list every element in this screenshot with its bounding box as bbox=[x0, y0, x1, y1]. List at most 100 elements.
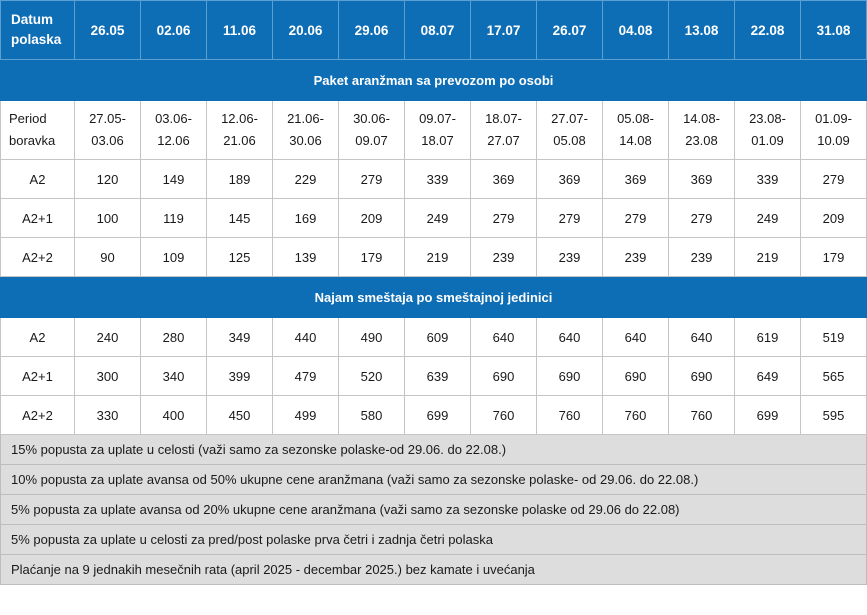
price-table: Datum polaska 26.05 02.06 11.06 20.06 29… bbox=[0, 0, 867, 585]
price-cell: 279 bbox=[470, 198, 537, 238]
note-text: 5% popusta za uplate u celosti za pred/p… bbox=[0, 524, 867, 555]
period-cell: 18.07- 27.07 bbox=[470, 100, 537, 160]
price-cell: 119 bbox=[140, 198, 207, 238]
section-title: Paket aranžman sa prevozom po osobi bbox=[0, 59, 867, 101]
price-cell: 239 bbox=[536, 237, 603, 277]
price-cell: 125 bbox=[206, 237, 273, 277]
period-row: Period boravka 27.05- 03.06 03.06- 12.06 1… bbox=[0, 100, 867, 160]
price-cell: 169 bbox=[272, 198, 339, 238]
price-cell: 479 bbox=[272, 356, 339, 396]
price-cell: 330 bbox=[74, 395, 141, 435]
date-cell: 08.07 bbox=[404, 0, 471, 60]
note-row: 10% popusta za uplate avansa od 50% ukup… bbox=[0, 464, 867, 495]
price-cell: 100 bbox=[74, 198, 141, 238]
price-cell: 690 bbox=[668, 356, 735, 396]
date-cell: 17.07 bbox=[470, 0, 537, 60]
price-cell: 450 bbox=[206, 395, 273, 435]
price-cell: 690 bbox=[536, 356, 603, 396]
period-cell: 21.06- 30.06 bbox=[272, 100, 339, 160]
price-cell: 189 bbox=[206, 159, 273, 199]
price-cell: 649 bbox=[734, 356, 801, 396]
price-cell: 640 bbox=[668, 317, 735, 357]
date-cell: 31.08 bbox=[800, 0, 867, 60]
note-text: 5% popusta za uplate avansa od 20% ukupn… bbox=[0, 494, 867, 525]
date-cell: 20.06 bbox=[272, 0, 339, 60]
section-accommodation-header: Najam smeštaja po smeštajnoj jedinici bbox=[0, 276, 867, 318]
price-cell: 179 bbox=[800, 237, 867, 277]
price-cell: 595 bbox=[800, 395, 867, 435]
price-cell: 490 bbox=[338, 317, 405, 357]
price-cell: 209 bbox=[338, 198, 405, 238]
table-row: A2+1 300 340 399 479 520 639 690 690 690 690 649 565 bbox=[0, 356, 867, 396]
note-row: 5% popusta za uplate avansa od 20% ukupn… bbox=[0, 494, 867, 525]
header-row: Datum polaska 26.05 02.06 11.06 20.06 29… bbox=[0, 0, 867, 60]
price-cell: 279 bbox=[602, 198, 669, 238]
price-cell: 565 bbox=[800, 356, 867, 396]
price-cell: 239 bbox=[470, 237, 537, 277]
section-title: Najam smeštaja po smeštajnoj jedinici bbox=[0, 276, 867, 318]
price-cell: 249 bbox=[404, 198, 471, 238]
period-cell: 09.07- 18.07 bbox=[404, 100, 471, 160]
date-cell: 26.07 bbox=[536, 0, 603, 60]
price-cell: 580 bbox=[338, 395, 405, 435]
price-cell: 619 bbox=[734, 317, 801, 357]
period-cell: 05.08- 14.08 bbox=[602, 100, 669, 160]
period-label: Period boravka bbox=[0, 100, 75, 160]
price-cell: 609 bbox=[404, 317, 471, 357]
table-row: A2+2 90 109 125 139 179 219 239 239 239 239 219 179 bbox=[0, 237, 867, 277]
table-row: A2 120 149 189 229 279 339 369 369 369 369 339 279 bbox=[0, 159, 867, 199]
price-cell: 279 bbox=[338, 159, 405, 199]
section-package-header: Paket aranžman sa prevozom po osobi bbox=[0, 59, 867, 101]
price-cell: 499 bbox=[272, 395, 339, 435]
price-cell: 640 bbox=[470, 317, 537, 357]
price-cell: 249 bbox=[734, 198, 801, 238]
price-cell: 760 bbox=[668, 395, 735, 435]
price-cell: 239 bbox=[602, 237, 669, 277]
room-type-label: A2+2 bbox=[0, 395, 75, 435]
price-cell: 219 bbox=[734, 237, 801, 277]
price-cell: 209 bbox=[800, 198, 867, 238]
date-cell: 29.06 bbox=[338, 0, 405, 60]
price-cell: 400 bbox=[140, 395, 207, 435]
date-cell: 26.05 bbox=[74, 0, 141, 60]
price-cell: 349 bbox=[206, 317, 273, 357]
room-type-label: A2 bbox=[0, 317, 75, 357]
price-cell: 699 bbox=[404, 395, 471, 435]
price-cell: 340 bbox=[140, 356, 207, 396]
price-cell: 279 bbox=[536, 198, 603, 238]
date-cell: 04.08 bbox=[602, 0, 669, 60]
note-text: Plaćanje na 9 jednakih mesečnih rata (ap… bbox=[0, 554, 867, 585]
price-cell: 369 bbox=[668, 159, 735, 199]
room-type-label: A2+1 bbox=[0, 198, 75, 238]
price-cell: 760 bbox=[602, 395, 669, 435]
period-cell: 27.05- 03.06 bbox=[74, 100, 141, 160]
date-cell: 22.08 bbox=[734, 0, 801, 60]
price-cell: 280 bbox=[140, 317, 207, 357]
room-type-label: A2+1 bbox=[0, 356, 75, 396]
price-cell: 760 bbox=[470, 395, 537, 435]
date-cell: 11.06 bbox=[206, 0, 273, 60]
note-text: 10% popusta za uplate avansa od 50% ukup… bbox=[0, 464, 867, 495]
price-cell: 279 bbox=[800, 159, 867, 199]
price-cell: 519 bbox=[800, 317, 867, 357]
price-cell: 369 bbox=[470, 159, 537, 199]
price-cell: 399 bbox=[206, 356, 273, 396]
price-cell: 640 bbox=[602, 317, 669, 357]
price-cell: 690 bbox=[602, 356, 669, 396]
price-cell: 369 bbox=[536, 159, 603, 199]
period-cell: 30.06- 09.07 bbox=[338, 100, 405, 160]
table-row: A2 240 280 349 440 490 609 640 640 640 640 619 519 bbox=[0, 317, 867, 357]
price-cell: 339 bbox=[734, 159, 801, 199]
note-row: Plaćanje na 9 jednakih mesečnih rata (ap… bbox=[0, 554, 867, 585]
price-cell: 219 bbox=[404, 237, 471, 277]
price-cell: 179 bbox=[338, 237, 405, 277]
price-cell: 279 bbox=[668, 198, 735, 238]
period-cell: 12.06- 21.06 bbox=[206, 100, 273, 160]
price-cell: 440 bbox=[272, 317, 339, 357]
period-cell: 03.06- 12.06 bbox=[140, 100, 207, 160]
price-cell: 90 bbox=[74, 237, 141, 277]
room-type-label: A2 bbox=[0, 159, 75, 199]
price-cell: 120 bbox=[74, 159, 141, 199]
price-cell: 300 bbox=[74, 356, 141, 396]
note-row: 5% popusta za uplate u celosti za pred/p… bbox=[0, 524, 867, 555]
